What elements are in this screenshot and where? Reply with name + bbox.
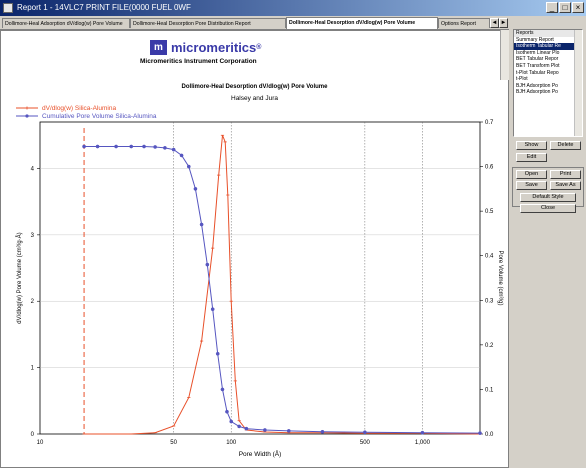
tab-desorption-pore-distribution[interactable]: Dollimore-Heal Desorption Pore Distribut… <box>130 18 286 28</box>
tab-scroll-left-button[interactable]: ◄ <box>490 18 499 28</box>
plot-area <box>39 121 481 435</box>
tab-adsorption-pore-volume[interactable]: Dollimore-Heal Adsorption dV/dlog(w) Por… <box>2 18 130 28</box>
y2-tick-label: 0.1 <box>485 387 494 393</box>
cumulative-volume-point <box>171 147 176 152</box>
cumulative-volume-point <box>244 426 249 431</box>
cumulative-volume-point <box>95 144 100 149</box>
x-tick-label: 50 <box>170 440 177 446</box>
cumulative-volume-point <box>420 430 425 435</box>
y2-tick-label: 0.6 <box>485 165 494 171</box>
y2-tick-label: 0.0 <box>485 432 494 438</box>
y2-tick-label: 0.3 <box>485 298 494 304</box>
report-sidebar: Reports Summary Report Isotherm Tabular … <box>510 17 586 468</box>
y2-tick-label: 0.5 <box>485 209 494 215</box>
default-style-button[interactable]: Default Style <box>520 193 576 202</box>
brand-mark: ® <box>256 44 262 51</box>
cumulative-volume-point <box>179 153 184 158</box>
tab-options-report[interactable]: Options Report <box>438 18 490 28</box>
cumulative-volume-point <box>225 409 229 414</box>
cumulative-volume-point <box>220 387 225 392</box>
cumulative-volume-point <box>363 430 367 435</box>
x-tick-label: 10 <box>37 440 44 446</box>
report-item[interactable]: BET Tabular Repor <box>516 56 559 63</box>
show-button[interactable]: Show <box>516 141 547 150</box>
cumulative-volume-point <box>193 187 198 191</box>
corporation-name: Micromeritics Instrument Corporation <box>140 58 257 65</box>
y2-axis-label: Pore Volume (cm³/g) <box>497 250 503 305</box>
cumulative-volume-point <box>320 429 325 434</box>
report-item[interactable]: Isotherm Linear Plo <box>516 49 560 56</box>
logo-mark: m <box>150 40 167 55</box>
y2-tick-label: 0.4 <box>485 254 494 260</box>
cumulative-volume-point <box>199 222 204 227</box>
x-tick-label: 100 <box>226 440 237 446</box>
maximize-button[interactable]: □ <box>559 2 571 13</box>
close-button[interactable]: × <box>572 2 584 13</box>
report-item[interactable]: BET Transform Plot <box>516 62 560 69</box>
edit-button[interactable]: Edit <box>516 153 547 162</box>
y-tick-label: 0 <box>31 432 35 438</box>
y-tick-label: 2 <box>31 299 35 305</box>
reports-list[interactable]: Reports Summary Report Isotherm Tabular … <box>513 29 583 137</box>
report-tabs: Dollimore-Heal Adsorption dV/dlog(w) Por… <box>0 17 509 30</box>
x-axis-label: Pore Width (Å) <box>239 449 282 458</box>
y2-tick-label: 0.7 <box>485 120 494 126</box>
y2-tick-label: 0.2 <box>485 343 494 349</box>
pore-volume-chart: 10 50 100 500 1,000 0 1 2 3 4 0.0 0.1 0.2 0.3 0.4 0.5 0.… <box>16 105 503 458</box>
report-item[interactable]: Isotherm Tabular Re <box>514 43 576 50</box>
report-item[interactable]: t-Plot Tabular Repo <box>516 69 559 76</box>
cumulative-volume-point <box>186 164 191 169</box>
y-axis-label: dV/dlog(w) Pore Volume (cm³/g·Å) <box>16 232 23 323</box>
cumulative-volume-point <box>129 144 134 149</box>
tab-scroll-right-button[interactable]: ► <box>499 18 508 28</box>
report-subtitle: Halsey and Jura <box>231 95 278 102</box>
legend-marker-cumulative <box>25 114 29 118</box>
cumulative-volume-point <box>114 144 118 149</box>
cumulative-volume-point <box>163 146 167 150</box>
legend-label-cumulative: Cumulative Pore Volume Silica-Alumina <box>42 113 157 120</box>
title-bar: Report 1 - 14VLC7 PRINT FILE(0000 FUEL 0… <box>0 0 586 16</box>
minimize-button[interactable]: _ <box>546 2 558 13</box>
save-as-button[interactable]: Save As <box>550 181 581 190</box>
cumulative-volume-point <box>229 419 234 424</box>
y-tick-label: 3 <box>31 233 35 239</box>
x-tick-label: 1,000 <box>415 440 431 446</box>
cumulative-volume-point <box>215 351 220 356</box>
reports-list-scrollbar[interactable] <box>574 30 582 136</box>
print-button[interactable]: Print <box>550 170 581 179</box>
open-button[interactable]: Open <box>516 170 547 179</box>
y-tick-label: 1 <box>31 366 35 372</box>
app-icon <box>3 3 13 13</box>
cumulative-volume-point <box>263 428 267 432</box>
report-item[interactable]: BJH Adsorption Po <box>516 82 558 89</box>
y-tick-label: 4 <box>31 166 35 172</box>
cumulative-volume-point <box>82 144 86 149</box>
cumulative-volume-point <box>478 431 482 435</box>
report-title: Dollimore-Heal Desorption dV/dlog(w) Por… <box>181 84 328 90</box>
x-tick-label: 500 <box>360 440 371 446</box>
report-item[interactable]: BJH Adsorption Po <box>516 89 558 96</box>
cumulative-volume-point <box>205 262 210 267</box>
cumulative-volume-point <box>142 144 146 149</box>
delete-button[interactable]: Delete <box>550 141 581 150</box>
reports-list-header: Reports <box>514 30 576 37</box>
window-title: Report 1 - 14VLC7 PRINT FILE(0000 FUEL 0… <box>17 3 191 12</box>
report-item[interactable]: t-Plot <box>516 76 528 83</box>
cumulative-volume-point <box>237 424 241 429</box>
cumulative-volume-point <box>153 145 157 149</box>
report-item[interactable]: Summary Report <box>516 36 554 43</box>
cumulative-volume-point <box>286 429 291 433</box>
tab-desorption-pore-volume[interactable]: Dollimore-Heal Desorption dV/dlog(w) Por… <box>286 17 438 29</box>
report-scrollbar[interactable] <box>500 30 509 80</box>
save-button[interactable]: Save <box>516 181 547 190</box>
micromeritics-logo: m micromeritics® Micromeritics Instrumen… <box>140 40 350 70</box>
brand-name: micromeritics <box>171 40 257 55</box>
close-report-button[interactable]: Close <box>520 204 576 213</box>
legend-label-dv-dlogw: dV/dlog(w) Silica-Alumina <box>42 105 116 112</box>
cumulative-volume-point <box>210 307 215 312</box>
